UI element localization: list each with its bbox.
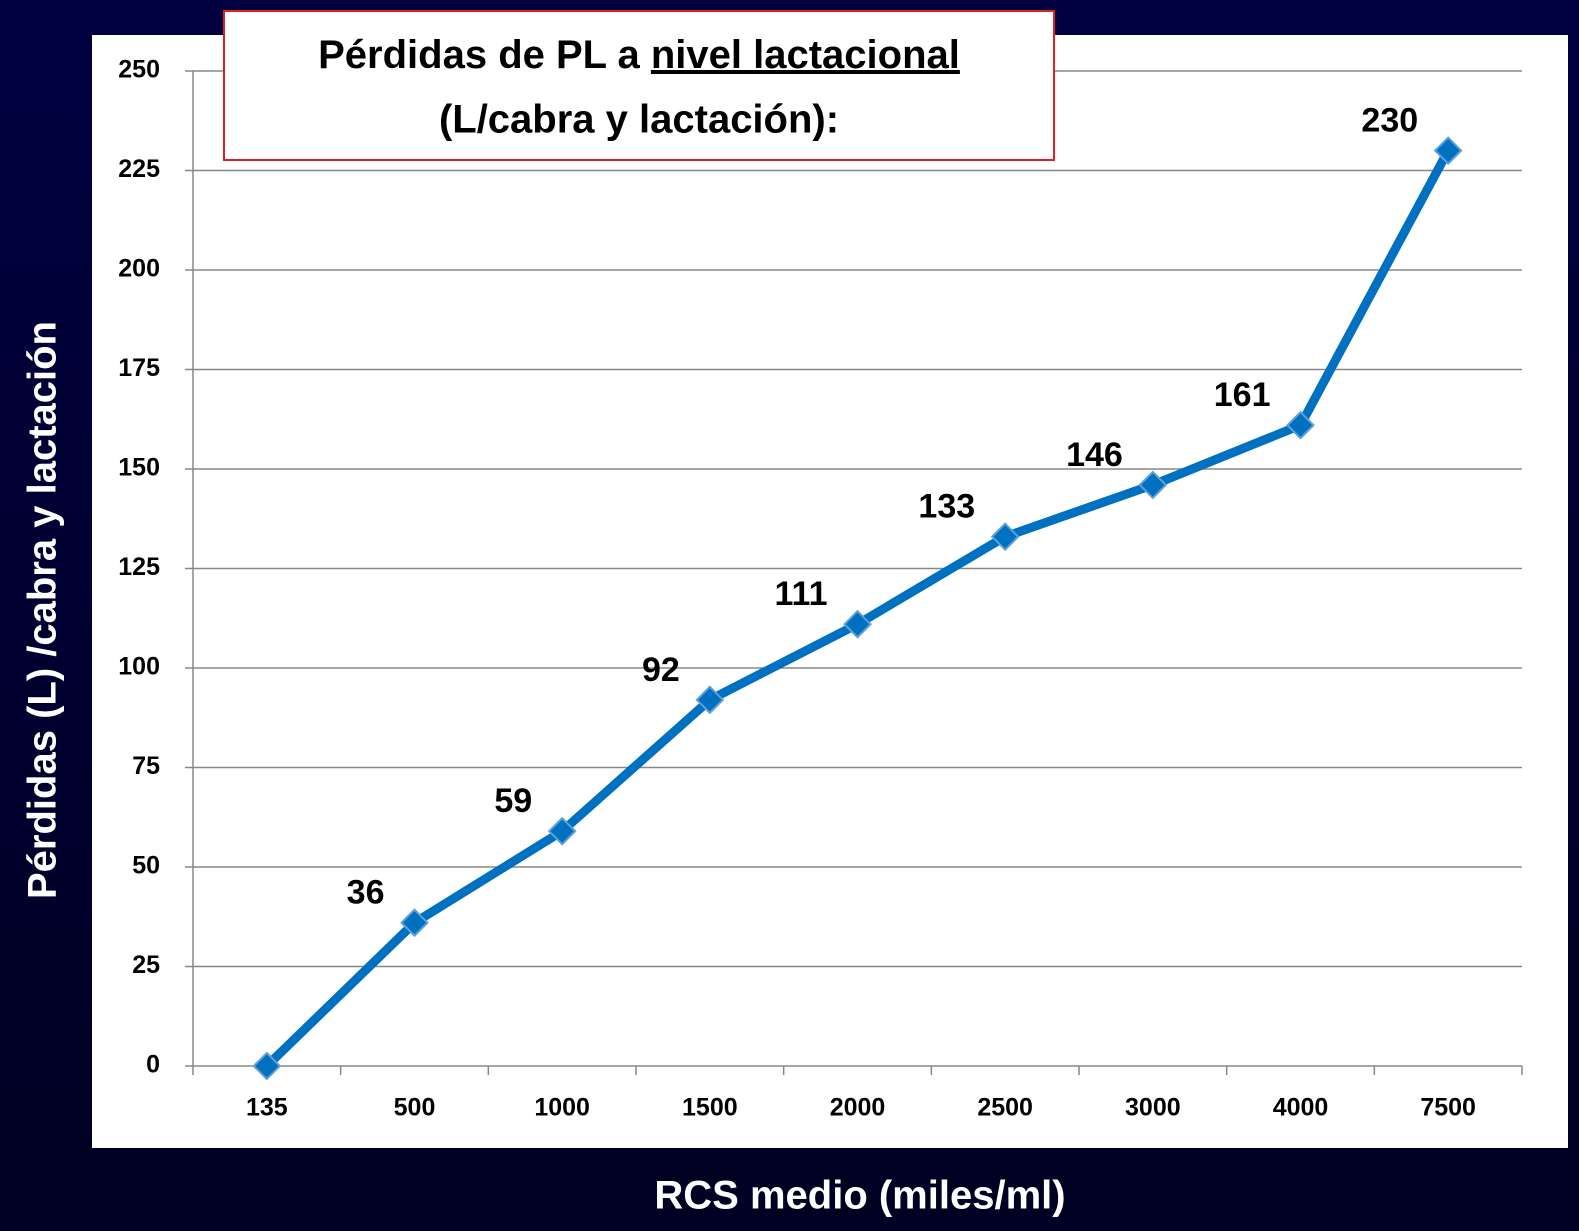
y-tick-label: 0: [146, 1051, 160, 1079]
marker: [252, 1051, 282, 1081]
data-label: 111: [775, 575, 828, 613]
x-tick-label: 2000: [830, 1094, 886, 1122]
data-label: 92: [642, 651, 680, 689]
title-box: [223, 10, 1055, 161]
y-tick-label: 75: [132, 752, 160, 780]
x-tick-label: 1500: [682, 1094, 738, 1122]
marker: [1138, 470, 1168, 500]
x-tick-label: 7500: [1420, 1094, 1476, 1122]
marker: [990, 522, 1020, 552]
data-label: 133: [918, 488, 975, 526]
chart-title: Pérdidas de PL a nivel lactacional: [318, 33, 960, 77]
marker: [843, 609, 872, 639]
y-tick-label: 125: [118, 553, 160, 581]
y-tick-label: 225: [118, 155, 160, 183]
marker: [1433, 136, 1463, 166]
y-tick-label: 200: [118, 255, 160, 283]
x-axis-title: RCS medio (miles/ml): [654, 1174, 1065, 1218]
marker: [1286, 410, 1315, 440]
x-tick-label: 3000: [1125, 1094, 1181, 1122]
x-tick-label: 4000: [1273, 1094, 1329, 1122]
title-part: nivel lactacional: [651, 33, 960, 77]
y-axis-title: Pérdidas (L) /cabra y lactación: [21, 321, 65, 899]
y-tick-label: 150: [118, 454, 160, 482]
plot: 0 25 50 75 100 125 150 175 200 225 250 135 500 1000 15…: [118, 56, 1523, 1122]
data-label: 36: [347, 874, 385, 912]
x-tick-label: 500: [394, 1094, 436, 1122]
marker: [547, 816, 577, 846]
x-tick-label: 2500: [977, 1094, 1033, 1122]
y-tick-label: 175: [118, 354, 160, 382]
x-tick-label: 1000: [534, 1094, 590, 1122]
marker: [695, 685, 725, 715]
marker: [400, 908, 429, 938]
data-label: 59: [494, 782, 532, 820]
y-tick-label: 50: [132, 852, 160, 880]
x-tick-label: 135: [246, 1094, 288, 1122]
title-part: Pérdidas de PL a: [318, 33, 640, 77]
data-label: 230: [1361, 102, 1418, 140]
data-label: 161: [1214, 376, 1271, 414]
y-tick-label: 100: [118, 653, 160, 681]
plot-area: [92, 35, 1568, 1148]
data-label: 146: [1066, 436, 1123, 474]
y-tick-label: 250: [118, 56, 160, 84]
chart-title: (L/cabra y lactación):: [439, 98, 839, 142]
y-tick-label: 25: [132, 951, 160, 979]
